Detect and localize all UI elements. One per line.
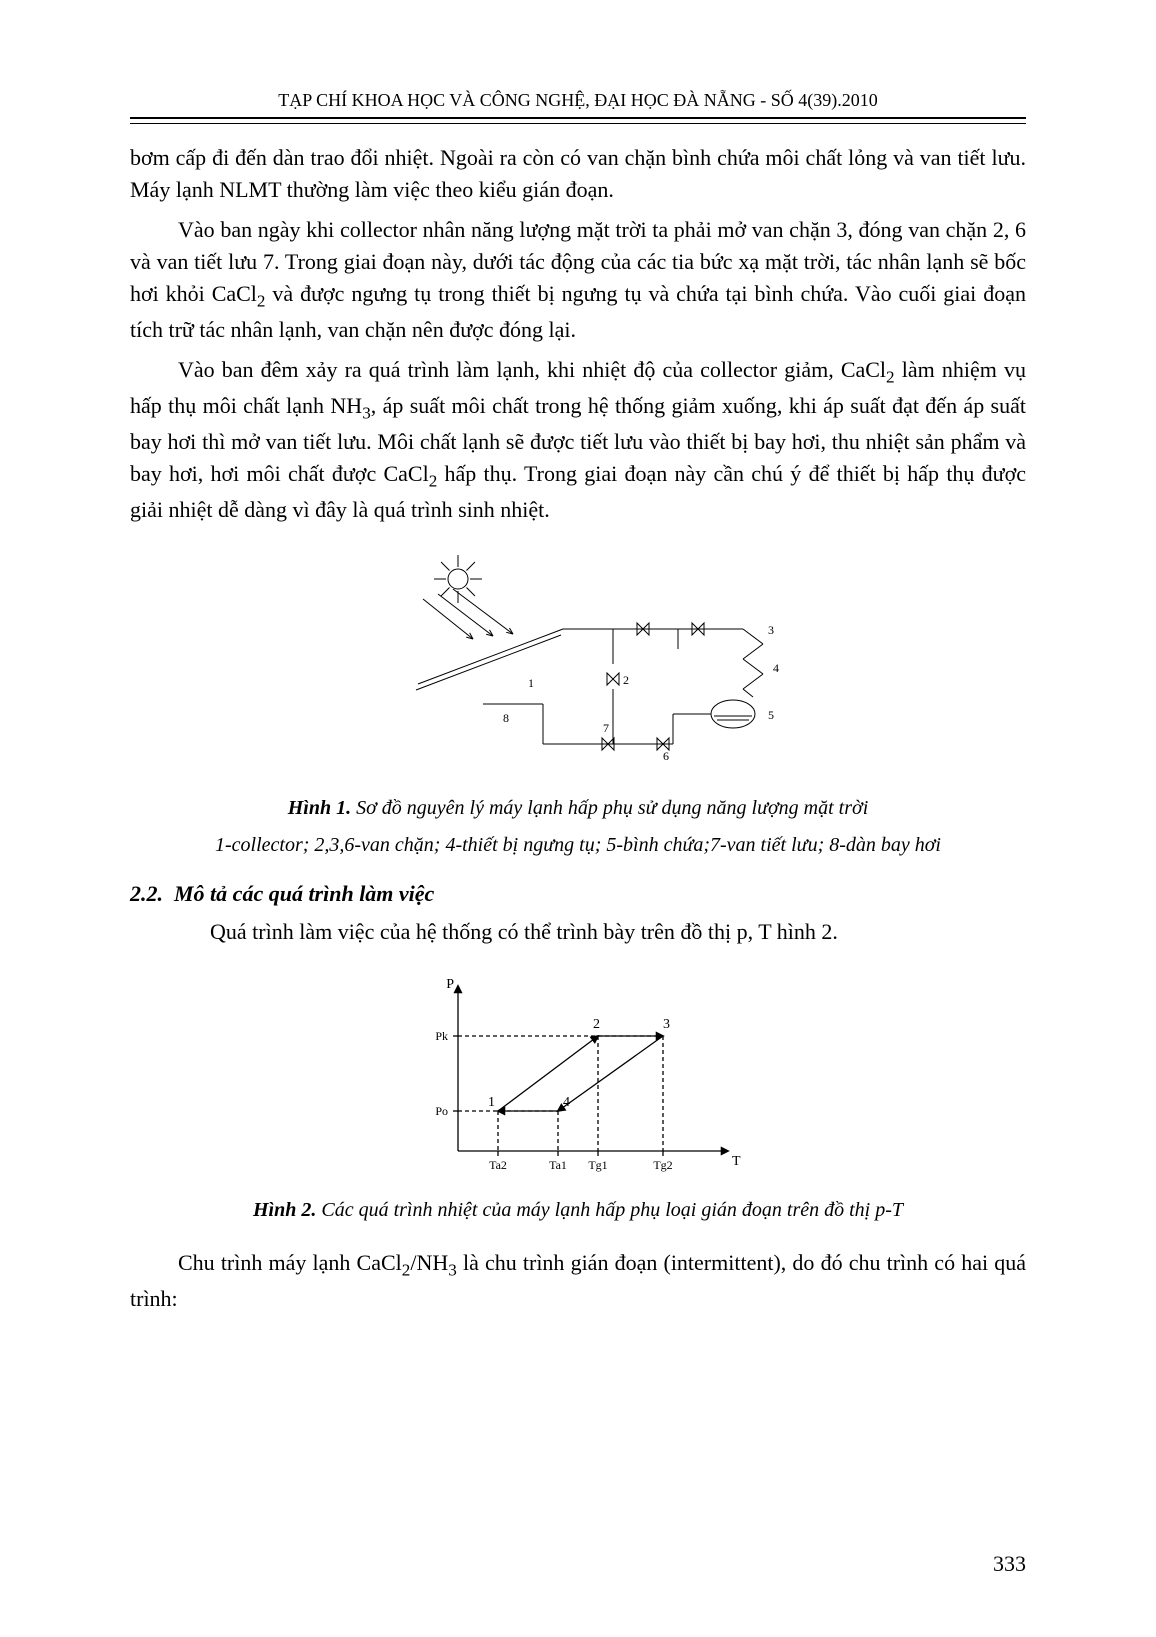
p2-b: và được ngưng tụ trong thiết bị ngưng tụ… <box>130 281 1026 342</box>
sub-3b: 3 <box>362 403 371 422</box>
svg-text:Ta1: Ta1 <box>549 1158 567 1172</box>
svg-text:T: T <box>732 1154 741 1169</box>
p5-b: /NH <box>410 1250 448 1275</box>
sub-3a: 2 <box>886 367 895 386</box>
svg-text:Ta2: Ta2 <box>489 1158 507 1172</box>
page-number: 333 <box>993 1551 1026 1577</box>
section-title: Mô tả các quá trình làm việc <box>174 881 434 906</box>
p4-text: Quá trình làm việc của hệ thống có thể t… <box>210 919 838 944</box>
svg-text:6: 6 <box>663 749 669 763</box>
header-rule <box>130 117 1026 124</box>
body-text: bơm cấp đi đến dàn trao đổi nhiệt. Ngoài… <box>130 142 1026 1315</box>
sub-5b: 3 <box>448 1260 457 1279</box>
p5-a: Chu trình máy lạnh CaCl <box>178 1250 402 1275</box>
running-head: TẠP CHÍ KHOA HỌC VÀ CÔNG NGHỆ, ĐẠI HỌC Đ… <box>130 90 1026 111</box>
svg-text:2: 2 <box>593 1017 600 1032</box>
paragraph-3: Vào ban đêm xảy ra quá trình làm lạnh, k… <box>130 354 1026 527</box>
svg-text:2: 2 <box>623 673 629 687</box>
figure-1: 1 3 2 6 7 4 5 8 <box>130 544 1026 784</box>
svg-text:3: 3 <box>768 623 774 637</box>
svg-text:7: 7 <box>603 721 609 735</box>
section-num: 2.2. <box>130 881 163 906</box>
sub-3c: 2 <box>429 472 438 491</box>
svg-text:8: 8 <box>503 711 509 725</box>
paragraph-5: Chu trình máy lạnh CaCl2/NH3 là chu trìn… <box>130 1247 1026 1315</box>
figure-2-chart: P T Pk Po Ta2 Ta1 Tg1 Tg2 1 2 3 4 <box>388 966 768 1186</box>
svg-text:P: P <box>446 977 454 992</box>
paragraph-2: Vào ban ngày khi collector nhân năng lượ… <box>130 214 1026 346</box>
svg-text:5: 5 <box>768 708 774 722</box>
figure-2: P T Pk Po Ta2 Ta1 Tg1 Tg2 1 2 3 4 <box>130 966 1026 1186</box>
p1-text: bơm cấp đi đến dàn trao đổi nhiệt. Ngoài… <box>130 145 1026 202</box>
svg-text:Po: Po <box>435 1104 448 1118</box>
page: TẠP CHÍ KHOA HỌC VÀ CÔNG NGHỆ, ĐẠI HỌC Đ… <box>0 0 1156 1637</box>
svg-text:Pk: Pk <box>435 1029 448 1043</box>
figure-1-legend: 1-collector; 2,3,6-van chặn; 4-thiết bị … <box>130 831 1026 860</box>
svg-text:1: 1 <box>488 1095 495 1110</box>
sub-2a: 2 <box>257 291 266 310</box>
svg-text:Tg2: Tg2 <box>653 1158 672 1172</box>
fig1-cap-bold: Hình 1. <box>288 797 351 819</box>
fig1-cap-rest: Sơ đồ nguyên lý máy lạnh hấp phụ sử dụng… <box>351 797 868 819</box>
paragraph-4: Quá trình làm việc của hệ thống có thể t… <box>130 916 1026 948</box>
svg-text:4: 4 <box>563 1095 570 1110</box>
figure-1-caption: Hình 1. Sơ đồ nguyên lý máy lạnh hấp phụ… <box>130 794 1026 823</box>
p3-a: Vào ban đêm xảy ra quá trình làm lạnh, k… <box>178 357 886 382</box>
figure-2-caption: Hình 2. Các quá trình nhiệt của máy lạnh… <box>130 1196 1026 1225</box>
fig2-cap-bold: Hình 2. <box>253 1199 316 1221</box>
svg-text:Tg1: Tg1 <box>588 1158 607 1172</box>
paragraph-1: bơm cấp đi đến dàn trao đổi nhiệt. Ngoài… <box>130 142 1026 206</box>
figure-1-diagram: 1 3 2 6 7 4 5 8 <box>363 544 793 784</box>
section-2-2-head: 2.2. Mô tả các quá trình làm việc <box>130 878 1026 910</box>
svg-text:4: 4 <box>773 661 779 675</box>
svg-text:3: 3 <box>663 1017 670 1032</box>
fig2-cap-rest: Các quá trình nhiệt của máy lạnh hấp phụ… <box>316 1199 903 1221</box>
svg-text:1: 1 <box>528 676 534 690</box>
